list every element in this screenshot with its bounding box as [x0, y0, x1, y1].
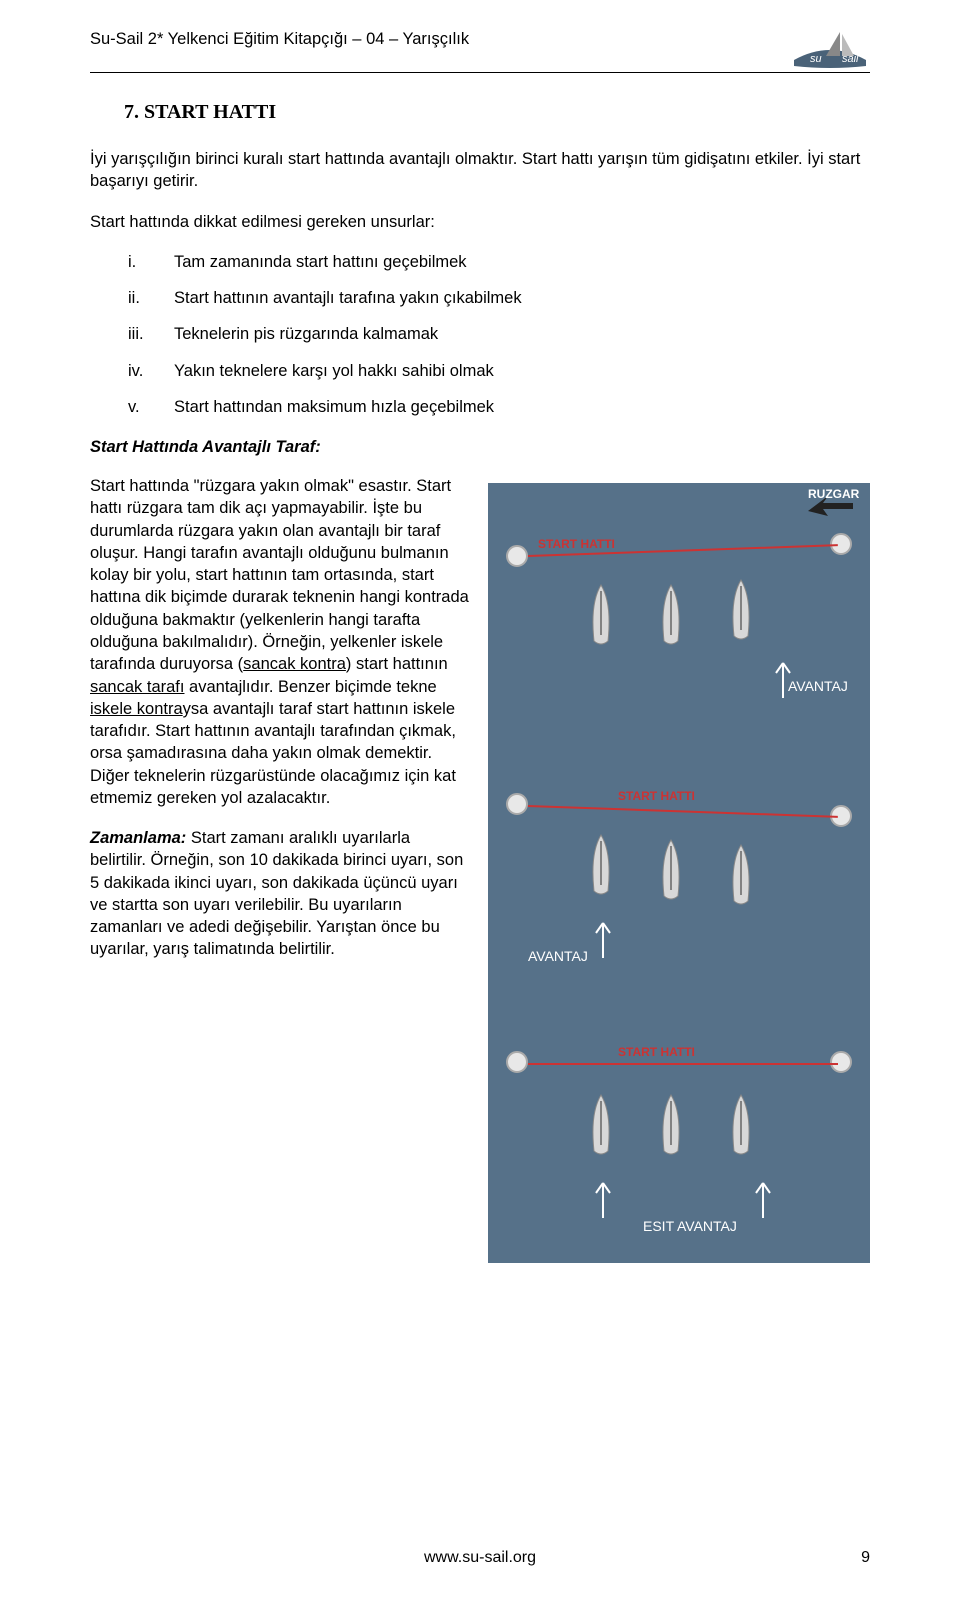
section-heading: 7. START HATTI — [90, 101, 870, 124]
list-item: iv.Yakın teknelere karşı yol hakkı sahib… — [128, 360, 870, 382]
underline-sancak-tarafi: sancak tarafı — [90, 678, 184, 696]
boat-icon — [658, 1093, 684, 1157]
list-number: iii. — [128, 323, 174, 345]
advantage-arrow-icon — [748, 1173, 778, 1226]
boat-icon — [588, 583, 614, 647]
start-line-label: START HATTI — [618, 789, 695, 803]
list-item: ii.Start hattının avantajlı tarafına yak… — [128, 287, 870, 309]
start-line-diagram: RUZGAR START HATTI AVANTAJ START HATTI — [488, 483, 870, 1263]
su-sail-logo: su sail — [790, 30, 870, 70]
buoy-icon — [506, 545, 528, 567]
boat-icon — [588, 1093, 614, 1157]
start-line-2 — [528, 805, 838, 818]
list-number: ii. — [128, 287, 174, 309]
list-item: v.Start hattından maksimum hızla geçebil… — [128, 396, 870, 418]
advantage-label: AVANTAJ — [528, 948, 588, 964]
timing-label: Zamanlama: — [90, 829, 186, 847]
list-intro: Start hattında dikkat edilmesi gereken u… — [90, 211, 870, 233]
right-column: RUZGAR START HATTI AVANTAJ START HATTI — [488, 475, 870, 1263]
boat-icon — [728, 843, 754, 907]
section-number: 7. — [124, 101, 139, 123]
list-number: v. — [128, 396, 174, 418]
wind-label: RUZGAR — [808, 487, 859, 501]
boat-icon — [658, 838, 684, 902]
advantage-arrow-icon — [588, 913, 618, 966]
underline-iskele-kontra: iskele kontra — [90, 700, 183, 718]
start-line-label: START HATTI — [618, 1045, 695, 1059]
equal-advantage-label: ESIT AVANTAJ — [643, 1218, 737, 1234]
list-number: iv. — [128, 360, 174, 382]
list-text: Start hattının avantajlı tarafına yakın … — [174, 287, 522, 309]
svg-text:sail: sail — [842, 53, 859, 65]
boat-icon — [588, 833, 614, 897]
paragraph-timing: Zamanlama: Start zamanı aralıklı uyarıla… — [90, 827, 470, 961]
list-item: i.Tam zamanında start hattını geçebilmek — [128, 251, 870, 273]
boat-icon — [728, 578, 754, 642]
page-number: 9 — [861, 1549, 870, 1567]
header-title: Su-Sail 2* Yelkenci Eğitim Kitapçığı – 0… — [90, 30, 469, 49]
list-text: Yakın teknelere karşı yol hakkı sahibi o… — [174, 360, 494, 382]
advantage-arrow-icon — [768, 653, 798, 706]
list-text: Start hattından maksimum hızla geçebilme… — [174, 396, 494, 418]
buoy-icon — [506, 1051, 528, 1073]
section-title: START HATTI — [144, 101, 276, 123]
requirements-list: i.Tam zamanında start hattını geçebilmek… — [90, 251, 870, 418]
page-header: Su-Sail 2* Yelkenci Eğitim Kitapçığı – 0… — [90, 30, 870, 73]
list-text: Teknelerin pis rüzgarında kalmamak — [174, 323, 438, 345]
buoy-icon — [506, 793, 528, 815]
list-number: i. — [128, 251, 174, 273]
underline-sancak-kontra: sancak kontra — [243, 655, 346, 673]
left-column: Start hattında "rüzgara yakın olmak" esa… — [90, 475, 470, 1263]
start-line-3 — [528, 1063, 838, 1065]
footer-url: www.su-sail.org — [424, 1549, 536, 1567]
intro-paragraph: İyi yarışçılığın birinci kuralı start ha… — [90, 148, 870, 193]
list-text: Tam zamanında start hattını geçebilmek — [174, 251, 467, 273]
paragraph-advantage: Start hattında "rüzgara yakın olmak" esa… — [90, 475, 470, 809]
svg-text:su: su — [810, 53, 822, 65]
list-item: iii.Teknelerin pis rüzgarında kalmamak — [128, 323, 870, 345]
boat-icon — [728, 1093, 754, 1157]
start-line-label: START HATTI — [538, 537, 615, 551]
page-footer: www.su-sail.org 9 — [0, 1549, 960, 1567]
buoy-icon — [830, 1051, 852, 1073]
advantage-arrow-icon — [588, 1173, 618, 1226]
boat-icon — [658, 583, 684, 647]
subheading: Start Hattında Avantajlı Taraf: — [90, 438, 870, 457]
